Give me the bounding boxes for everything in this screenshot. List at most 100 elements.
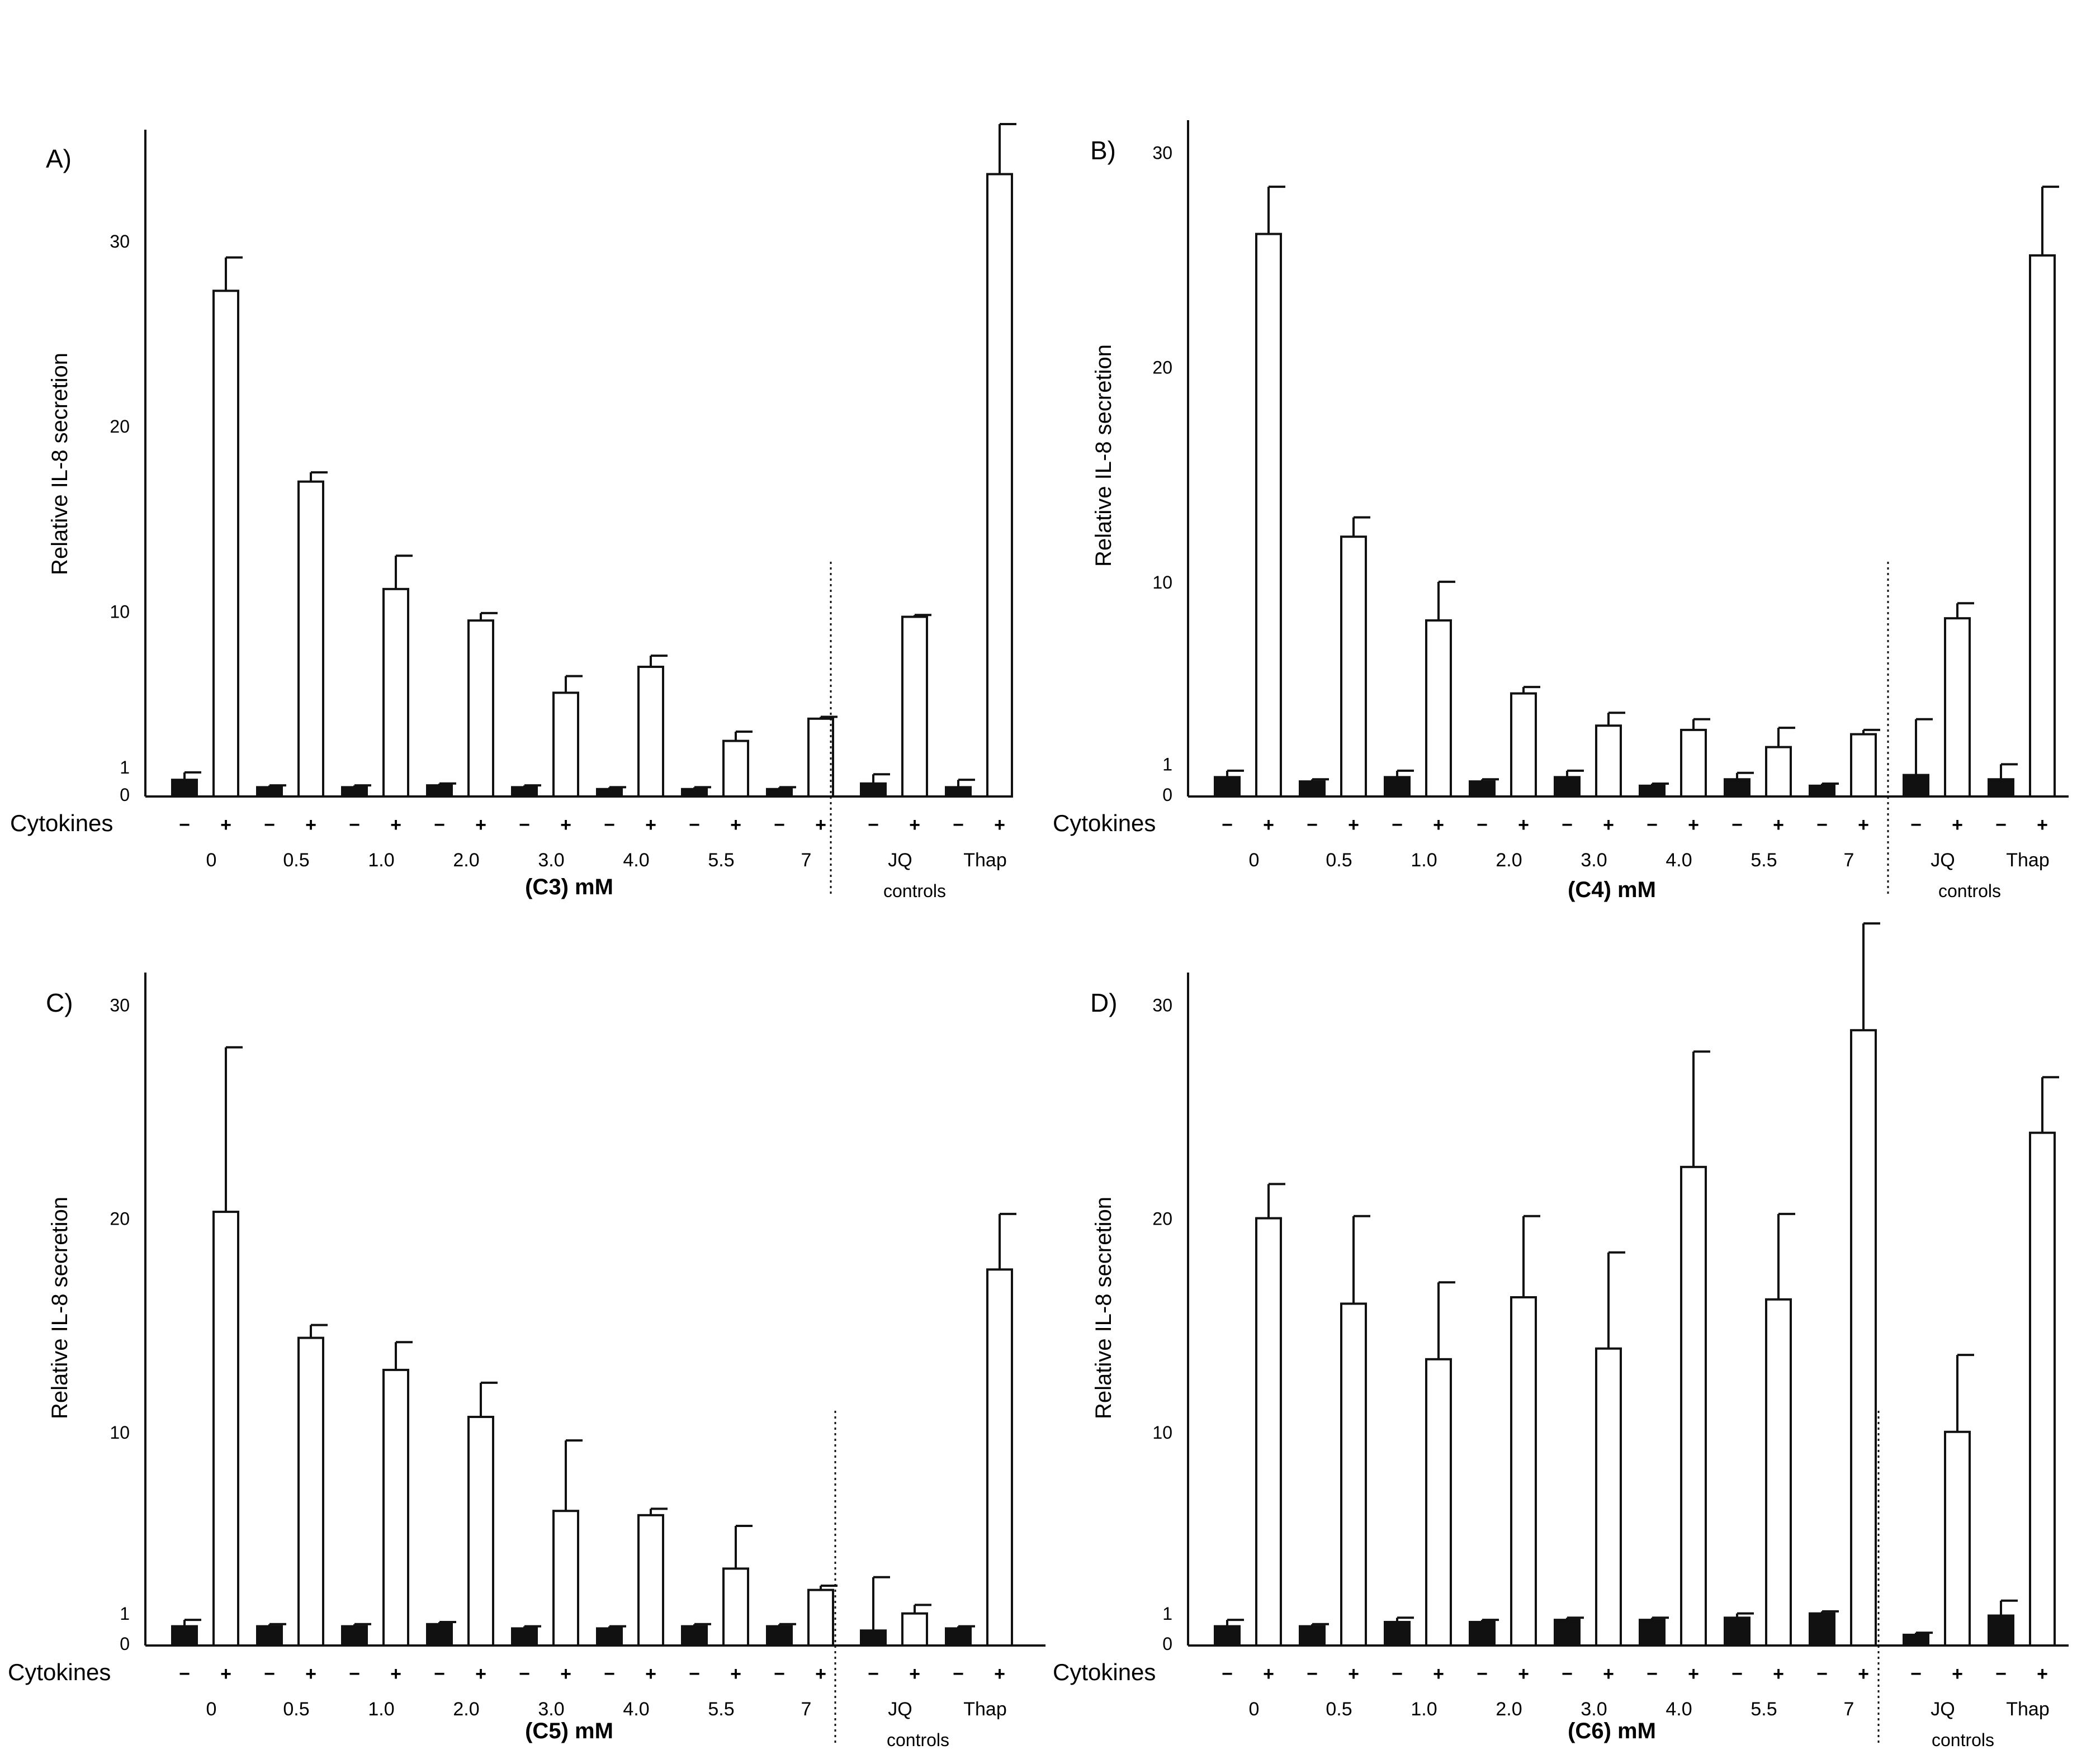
- y-tick-label: 1: [1162, 755, 1172, 775]
- category-label: 2.0: [453, 1699, 479, 1720]
- bar-plus: [1765, 1298, 1792, 1647]
- category-label: 3.0: [538, 850, 564, 871]
- category-label: 7: [1844, 850, 1854, 871]
- category-label: 2.0: [1496, 1699, 1522, 1720]
- sign-plus: +: [1952, 814, 1963, 836]
- sign-minus: −: [1562, 1663, 1573, 1685]
- bar-minus: [1554, 1619, 1581, 1647]
- category-label: 2.0: [453, 850, 479, 871]
- sign-plus: +: [1952, 1663, 1963, 1685]
- sign-minus: −: [1995, 1663, 2007, 1685]
- bar-plus: [1850, 733, 1877, 798]
- bar-plus: [901, 1612, 928, 1647]
- y-tick-label: 0: [120, 785, 130, 805]
- category-label: 7: [1844, 1699, 1854, 1720]
- category-label: 0: [1249, 1699, 1260, 1720]
- bar-minus: [1299, 1625, 1326, 1647]
- bar-plus: [722, 1567, 749, 1647]
- category-label: 1.0: [368, 850, 394, 871]
- sign-minus: −: [689, 814, 700, 836]
- sign-plus: +: [1858, 1663, 1869, 1685]
- category-label: 1.0: [1411, 850, 1437, 871]
- bar-minus: [341, 1625, 368, 1647]
- sign-plus: +: [305, 1663, 316, 1685]
- bar-plus: [1944, 1430, 1971, 1647]
- bar-plus: [807, 1588, 834, 1647]
- category-label: Thap: [963, 850, 1007, 871]
- bar-plus: [1944, 617, 1971, 798]
- sign-minus: −: [953, 1663, 964, 1685]
- sign-plus: +: [1603, 1663, 1614, 1685]
- bar-minus: [426, 1623, 453, 1647]
- y-tick-label: 30: [1152, 143, 1172, 163]
- sign-minus: −: [519, 1663, 530, 1685]
- category-label: 0.5: [1326, 850, 1352, 871]
- y-tick-label: 30: [110, 995, 130, 1015]
- sign-minus: −: [1562, 814, 1573, 836]
- bar-plus: [722, 739, 749, 798]
- bar-minus: [171, 1625, 198, 1647]
- bar-minus: [171, 779, 198, 798]
- bar-plus: [1510, 1296, 1537, 1647]
- bar-plus: [1425, 1358, 1452, 1647]
- category-label: 2.0: [1496, 850, 1522, 871]
- sign-minus: −: [953, 814, 964, 836]
- sign-plus: +: [560, 814, 571, 836]
- sign-plus: +: [1263, 814, 1274, 836]
- category-label: JQ: [888, 1699, 912, 1720]
- bar-minus: [945, 786, 972, 798]
- sign-minus: −: [349, 1663, 360, 1685]
- category-label: JQ: [888, 850, 912, 871]
- bar-minus: [860, 782, 887, 798]
- cytokines-label: Cytokines: [1053, 810, 1156, 836]
- sign-plus: +: [730, 814, 741, 836]
- sign-minus: −: [1910, 1663, 1922, 1685]
- controls-label: controls: [887, 1730, 949, 1750]
- category-label: 5.5: [1750, 850, 1777, 871]
- bar-plus: [297, 1336, 324, 1647]
- controls-label: controls: [883, 881, 946, 901]
- bar-plus: [901, 615, 928, 798]
- y-tick-label: 1: [120, 757, 130, 777]
- sign-plus: +: [1518, 814, 1529, 836]
- cytokines-label: Cytokines: [10, 810, 113, 836]
- bar-minus: [860, 1629, 887, 1647]
- category-label: 0: [1249, 850, 1260, 871]
- bar-minus: [681, 788, 708, 798]
- bar-plus: [1255, 1217, 1282, 1647]
- panel-letter: C): [46, 988, 73, 1017]
- category-label: 4.0: [623, 850, 649, 871]
- sign-minus: −: [519, 814, 530, 836]
- sign-minus: −: [349, 814, 360, 836]
- panel-a: 0 1 10 20 30 A) Relative IL-8 secretion Cytokin…: [10, 123, 1016, 901]
- sign-plus: +: [220, 1663, 231, 1685]
- bar-plus: [1510, 692, 1537, 798]
- y-tick-label: 10: [1152, 1422, 1172, 1443]
- sign-plus: +: [730, 1663, 741, 1685]
- bar-minus: [511, 1627, 538, 1647]
- bar-plus: [1765, 746, 1792, 798]
- bar-minus: [1639, 784, 1666, 798]
- bar-plus: [1595, 724, 1622, 798]
- panel-letter: D): [1090, 988, 1118, 1017]
- bar-minus: [256, 1625, 283, 1647]
- x-axis-label: (C3) mM: [525, 875, 613, 899]
- y-axis-label: Relative IL-8 secretion: [48, 1197, 72, 1419]
- sign-minus: −: [868, 1663, 879, 1685]
- sign-plus: +: [645, 1663, 656, 1685]
- bar-minus: [1809, 784, 1835, 798]
- y-tick-label: 0: [1162, 1634, 1172, 1654]
- sign-plus: +: [1603, 814, 1614, 836]
- sign-plus: +: [560, 1663, 571, 1685]
- y-tick-label: 10: [110, 1422, 130, 1443]
- panel-d: 0 1 10 20 30 D) Relative IL-8 secretion Cytokin…: [1053, 922, 2069, 1750]
- y-tick-label: 30: [1152, 995, 1172, 1015]
- bar-plus: [212, 290, 239, 798]
- sign-minus: −: [179, 814, 190, 836]
- bar-minus: [766, 788, 793, 798]
- x-axis-label: (C5) mM: [525, 1719, 613, 1743]
- sign-plus: +: [1433, 1663, 1444, 1685]
- bar-minus: [1554, 776, 1581, 798]
- bar-minus: [596, 788, 623, 798]
- category-label: 3.0: [538, 1699, 564, 1720]
